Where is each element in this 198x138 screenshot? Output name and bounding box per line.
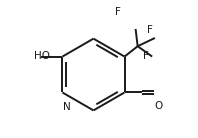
Text: F: F — [147, 25, 152, 35]
Text: O: O — [154, 101, 162, 111]
Text: F: F — [115, 7, 121, 17]
Text: HO: HO — [34, 51, 50, 61]
Text: F: F — [143, 51, 149, 61]
Text: N: N — [63, 102, 70, 112]
